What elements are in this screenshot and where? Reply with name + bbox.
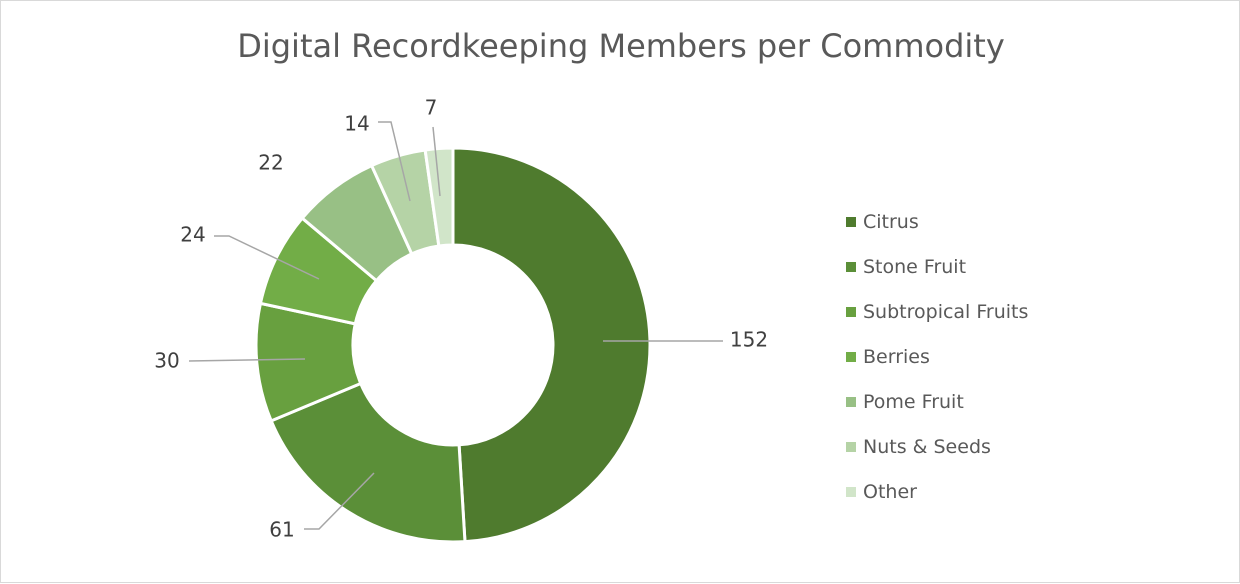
leader-line xyxy=(304,472,375,530)
legend-swatch xyxy=(846,441,856,452)
legend-swatch xyxy=(846,486,856,497)
data-label: 61 xyxy=(269,518,294,542)
legend-label: Pome Fruit xyxy=(863,390,964,413)
legend-swatch xyxy=(846,306,856,317)
legend-label: Subtropical Fruits xyxy=(863,300,1029,323)
legend-item: Citrus xyxy=(846,199,1028,244)
legend-label: Stone Fruit xyxy=(863,255,967,278)
data-label: 30 xyxy=(154,349,179,373)
chart-title: Digital Recordkeeping Members per Commod… xyxy=(237,27,1005,65)
leader-line xyxy=(432,126,441,197)
slice-stone-fruit xyxy=(269,381,467,544)
legend-label: Nuts & Seeds xyxy=(863,435,991,458)
legend-label: Citrus xyxy=(863,210,919,233)
legend-swatch xyxy=(846,351,856,362)
data-label: 7 xyxy=(425,96,438,120)
legend-item: Pome Fruit xyxy=(846,379,1028,424)
legend-item: Berries xyxy=(846,334,1028,379)
leader-line xyxy=(214,235,320,280)
slice-other xyxy=(423,146,455,248)
slice-citrus xyxy=(451,146,652,544)
legend-item: Stone Fruit xyxy=(846,244,1028,289)
chart-legend: Citrus Stone Fruit Subtropical Fruits Berri… xyxy=(846,199,1028,514)
leader-line xyxy=(378,121,411,202)
data-label: 14 xyxy=(344,112,369,136)
legend-item: Subtropical Fruits xyxy=(846,289,1028,334)
legend-label: Other xyxy=(863,480,917,503)
legend-swatch xyxy=(846,396,856,407)
data-label: 24 xyxy=(180,223,205,247)
legend-label: Berries xyxy=(863,345,930,368)
data-label: 22 xyxy=(258,151,283,175)
legend-item: Nuts & Seeds xyxy=(846,424,1028,469)
legend-item: Other xyxy=(846,469,1028,514)
data-label: 152 xyxy=(730,328,768,352)
legend-swatch xyxy=(846,216,856,227)
legend-swatch xyxy=(846,261,856,272)
leader-line xyxy=(188,358,306,362)
